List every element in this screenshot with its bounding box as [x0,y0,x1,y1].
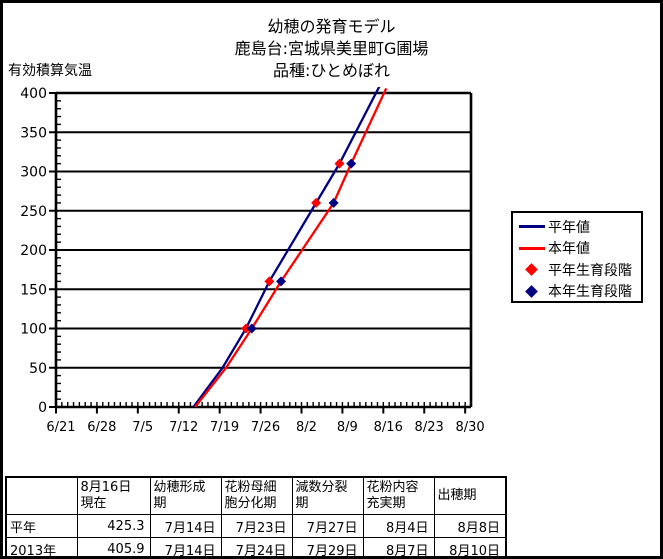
diamond-sample [525,284,538,298]
table-corner-cell [5,476,78,515]
legend-diamond-icon [513,263,548,277]
table-row-label: 2013年 [5,537,78,556]
table-cell: 7月27日 [291,514,364,538]
table-header-cell: 幼穂形成期 [149,476,222,515]
chart-title-block: 幼穂の発育モデル 鹿島台:宮城県美里町G圃場 品種:ひとめぼれ [3,16,660,82]
table-cell: 425.3 [76,514,151,538]
table-header-cell: 出穂期 [433,476,507,515]
table-cell: 7月14日 [149,537,222,556]
chart-legend: 平年値本年値平年生育段階 本年生育段階 [511,211,643,303]
legend-line-swatch [513,246,548,250]
table-header-cell: 8月16日 現在 [76,476,151,515]
y-tick-label: 0 [38,400,47,416]
marker-diamond-本年生育段階 [346,158,357,169]
x-tick-label: 7/12 [169,420,198,435]
y-tick-label: 250 [20,204,47,220]
table-cell: 7月14日 [149,514,222,538]
table-cell: 7月23日 [220,514,293,538]
legend-label: 本年値 [548,241,590,258]
chart-subtitle-variety: 品種:ひとめぼれ [273,61,390,80]
y-tick-label: 400 [20,86,47,102]
table-cell: 8月7日 [362,537,435,556]
legend-label: 平年生育段階 [548,262,632,279]
legend-label: 平年値 [548,219,590,236]
line-sample [519,225,545,229]
x-tick-label: 8/9 [337,420,358,435]
x-tick-label: 7/19 [210,420,239,435]
y-tick-label: 300 [20,165,47,181]
table-row: 平年 425.3 7月14日 7月23日 7月27日 8月4日 8月8日 [5,514,507,538]
y-tick-label: 100 [20,322,47,338]
table-row-label: 平年 [5,514,78,538]
y-tick-label: 350 [20,125,47,141]
legend-item: 平年生育段階 [513,259,641,281]
series-line-平年値 [192,87,381,407]
marker-diamond-平年生育段階 [334,158,345,169]
x-tick-label: 8/2 [296,420,317,435]
legend-label: 本年生育段階 [548,284,632,301]
chart-subtitle-location: 鹿島台:宮城県美里町G圃場 [234,39,429,58]
marker-diamond-平年生育段階 [311,197,322,208]
table-cell: 8月10日 [433,537,507,556]
marker-diamond-本年生育段階 [328,197,339,208]
table-cell: 7月24日 [220,537,293,556]
legend-item: 平年値 [513,216,641,238]
legend-item: 本年生育段階 [513,281,641,303]
table-header-cell: 花粉内容 充実期 [362,476,435,515]
table-cell: 7月29日 [291,537,364,556]
table-cell: 405.9 [76,537,151,556]
line-sample [519,246,545,250]
y-tick-label: 200 [20,243,47,259]
table-cell: 8月4日 [362,514,435,538]
table-header-cell: 花粉母細 胞分化期 [220,476,293,515]
table-cell: 8月8日 [433,514,507,538]
x-tick-label: 8/30 [455,420,484,435]
marker-diamond-本年生育段階 [276,276,287,287]
y-tick-label: 150 [20,282,47,298]
x-tick-label: 6/21 [46,420,75,435]
y-axis-title: 有効積算気温 [8,63,92,79]
growth-stage-table: 8月16日 現在 幼穂形成期花粉母細 胞分化期 減数分裂期花粉内容 充実期 出穂期 平年 425… [5,476,507,556]
marker-diamond-平年生育段階 [240,323,251,334]
legend-item: 本年値 [513,238,641,260]
x-tick-label: 8/16 [374,420,403,435]
x-tick-label: 7/26 [251,420,280,435]
y-tick-label: 50 [29,361,47,377]
table-header-row: 8月16日 現在 幼穂形成期花粉母細 胞分化期 減数分裂期花粉内容 充実期 出穂期 [5,476,507,515]
chart-title: 幼穂の発育モデル [267,17,396,36]
x-tick-label: 6/28 [87,420,116,435]
legend-diamond-icon [513,284,548,298]
chart-plot-area: 0 50 100 150 200 250 300 350 400 6/21 6/28 7/5 7/12 7… [20,86,484,435]
legend-line-swatch [513,225,548,229]
marker-diamond-本年生育段階 [246,323,257,334]
x-tick-label: 8/23 [415,420,444,435]
diamond-sample [525,263,538,277]
table-header-cell: 減数分裂期 [291,476,364,515]
marker-diamond-平年生育段階 [264,276,275,287]
x-tick-label: 7/5 [132,420,153,435]
table-row: 2013年 405.9 7月14日 7月24日 7月29日 8月7日 8月10日 [5,537,507,556]
